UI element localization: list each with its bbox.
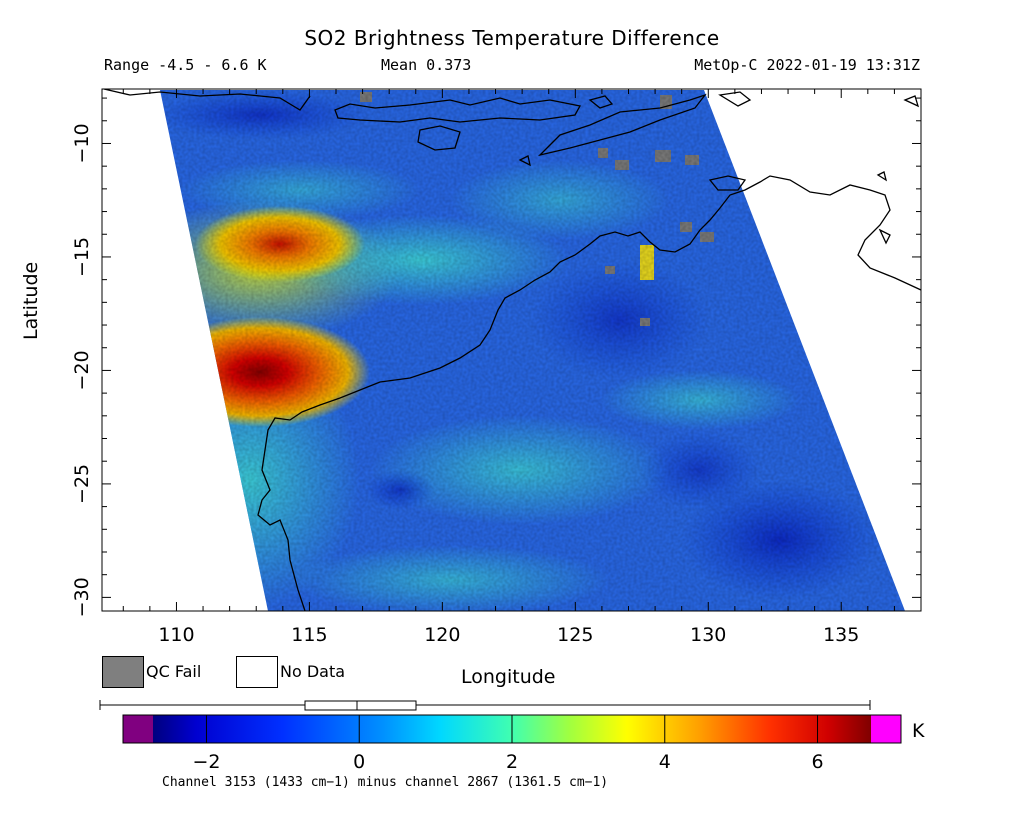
qc-fail-label: QC Fail — [146, 662, 202, 681]
colorbar-tick-label: 6 — [811, 751, 823, 773]
y-tick-label: −20 — [71, 350, 93, 390]
y-tick-label: −25 — [71, 464, 93, 504]
qc-fail-swatch — [102, 656, 144, 688]
plot-frame — [101, 88, 922, 612]
y-tick-label: −30 — [71, 577, 93, 617]
x-axis-label: Longitude — [461, 666, 556, 688]
y-tick-label: −15 — [71, 237, 93, 277]
colorbar: −2 0 2 4 6 — [99, 700, 902, 773]
no-data-swatch — [236, 656, 278, 688]
mean-label: Mean 0.373 — [381, 56, 472, 74]
colorbar-over — [871, 715, 901, 743]
y-tick-label: −10 — [71, 123, 93, 163]
axis-tick-labels: 110 115 120 125 130 135 −10 −15 −20 −25 −30 — [71, 123, 859, 646]
x-tick-label: 135 — [823, 624, 859, 646]
colorbar-under — [123, 715, 153, 743]
colorbar-tick-label: 4 — [659, 751, 671, 773]
x-tick-label: 110 — [158, 624, 194, 646]
coastlines — [103, 89, 921, 611]
no-data-label: No Data — [280, 662, 346, 681]
colorbar-unit: K — [912, 720, 925, 742]
colorbar-tick-label: 0 — [353, 751, 365, 773]
channel-note: Channel 3153 (1433 cm−1) minus channel 2… — [162, 775, 609, 790]
chart-title: SO2 Brightness Temperature Difference — [304, 26, 720, 50]
range-label: Range -4.5 - 6.6 K — [104, 56, 267, 74]
x-tick-label: 115 — [291, 624, 327, 646]
satellite-time-label: MetOp-C 2022-01-19 13:31Z — [694, 56, 920, 74]
x-tick-label: 120 — [424, 624, 460, 646]
axis-ticks — [102, 89, 922, 611]
x-tick-label: 125 — [557, 624, 593, 646]
colorbar-boxplot — [304, 700, 417, 711]
x-tick-label: 130 — [690, 624, 726, 646]
swath-data — [160, 90, 905, 611]
y-axis-label: Latitude — [20, 261, 42, 340]
colorbar-tick-label: −2 — [192, 751, 220, 773]
colorbar-tick-label: 2 — [506, 751, 518, 773]
